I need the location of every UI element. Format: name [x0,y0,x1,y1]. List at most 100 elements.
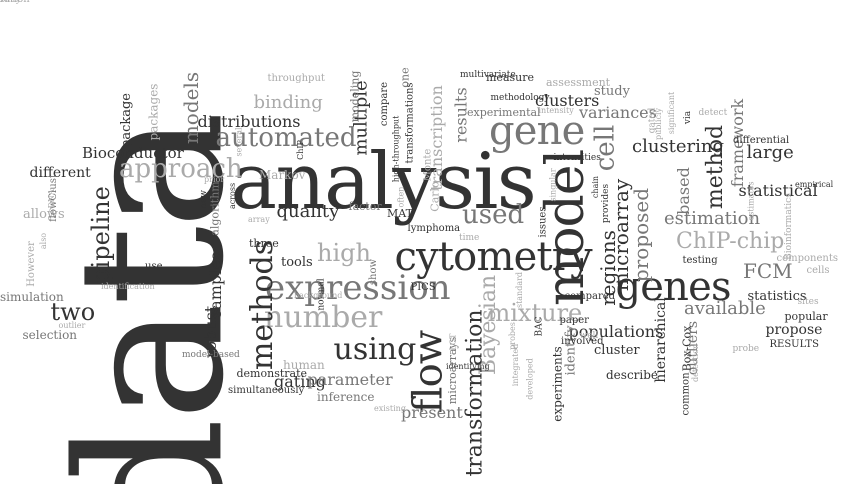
word-significant: significant [667,91,677,135]
word-cells: cells [806,265,830,276]
word-paper: paper [559,315,589,326]
word-clustering: clustering [632,136,725,157]
word-three: three [249,236,279,250]
word-analysis: analysis [230,137,537,227]
word-cluster: cluster [594,342,640,358]
word-variances: variances [579,103,657,122]
word-modeling: modeling [348,70,362,122]
word-provides: provides [600,183,611,223]
word-demonstrate: demonstrate [236,366,308,380]
word-compared: compared [564,291,616,302]
word-high: high [317,239,371,267]
word-results-caps: RESULTS [769,339,819,350]
word-distribution: distribution [0,0,30,5]
word-bioconductor: Bioconductor [82,143,184,162]
word-package: package [118,92,134,148]
word-experimental: experimental [467,105,541,119]
word-integrated: integrated [511,343,521,387]
word-also: also [39,232,49,250]
word-two: two [50,298,96,326]
word-however: However [25,241,37,287]
word-high-throughput: high-throughput [390,115,400,183]
word-chip-chip: ChIP-chip [676,229,785,254]
word-fcm: FCM [743,259,793,283]
word-bioinformatics: Bioinformatics [783,192,794,260]
word-testing: testing [682,255,718,266]
word-distributions: distributions [197,112,301,131]
word-pics: PICS [410,282,436,293]
word-different: different [29,165,91,181]
word-background: background [294,291,343,300]
word-estimates: estimates [746,181,756,221]
word-issues: issues [536,206,548,238]
word-mixture: mixture [487,299,583,327]
word-algorithm: algorithm [208,180,222,236]
word-pipeline: pipeline [86,186,115,284]
word-tools: tools [281,254,313,270]
word-variability: variability [0,0,20,4]
word-probe: probe [732,343,760,354]
word-selection: selection [22,328,78,342]
word-carlo: Carlo [428,180,442,212]
word-expression: expression [265,268,451,308]
word-cytometry: cytometry [394,234,593,280]
word-cdna: cDNA [46,189,56,213]
word-quality: quality [276,201,340,222]
word-across: across [228,182,238,210]
word-large: large [746,142,794,163]
word-models: models [179,71,204,145]
word-inference: inference [317,390,375,404]
word-detect: detect [698,107,728,118]
word-automated: automated [215,123,357,153]
word-bac: BAC [534,316,545,336]
word-chip: ChIP [295,140,305,160]
word-intensity: intensity [538,106,574,115]
word-estimation: estimation [664,208,761,229]
word-publicly: publicly [654,107,664,141]
word-array: array [248,215,270,224]
word-number: number [264,300,383,335]
word-model-based: model-based [182,349,240,360]
word-existing: existing [374,404,406,413]
word-throughput: throughput [267,73,325,84]
word-developed: developed [525,358,535,400]
word-identification: identification [101,282,155,291]
word-show: show [368,258,380,286]
word-simulation: simulation [0,290,64,304]
word-approach: approach [119,154,243,184]
word-transformation: transformation [462,309,488,477]
word-popular: popular [784,309,828,323]
word-identify: identify [563,324,579,376]
word-gene: gene [489,108,585,154]
word-multivariate: multivariate [460,69,516,80]
word-experiments: experiments [550,346,565,422]
word-statistical: statistical [738,181,818,200]
word-monte: Monte [421,148,433,182]
word-identifying: identifying [446,362,490,371]
word-allows: allows [23,206,65,222]
word-sites: sites [797,296,819,307]
word-differential: differential [733,135,790,146]
word-compare: compare [379,81,391,127]
word-chain: chain [591,175,601,199]
word-genes: genes [615,264,732,310]
word-prior: prior [204,175,225,184]
word-detection: detection [691,343,701,383]
word-lgt: LGT [448,333,458,351]
word-describe: describe [606,368,659,382]
word-lymphoma: lymphoma [407,223,461,234]
word-components: components [776,253,838,264]
word-human: human [283,358,325,372]
word-methods: methods [245,239,281,371]
word-transformations: transformations [404,82,416,164]
word-gating: gating [274,372,326,391]
word-measure: measure [486,70,534,84]
word-empirical: empirical [795,180,834,189]
word-samples: samples [205,252,225,318]
word-study: study [594,83,630,99]
word-involved: involved [561,336,604,347]
word-several: several [234,127,244,157]
word-often: often [395,186,405,208]
word-proposed: proposed [629,187,654,283]
